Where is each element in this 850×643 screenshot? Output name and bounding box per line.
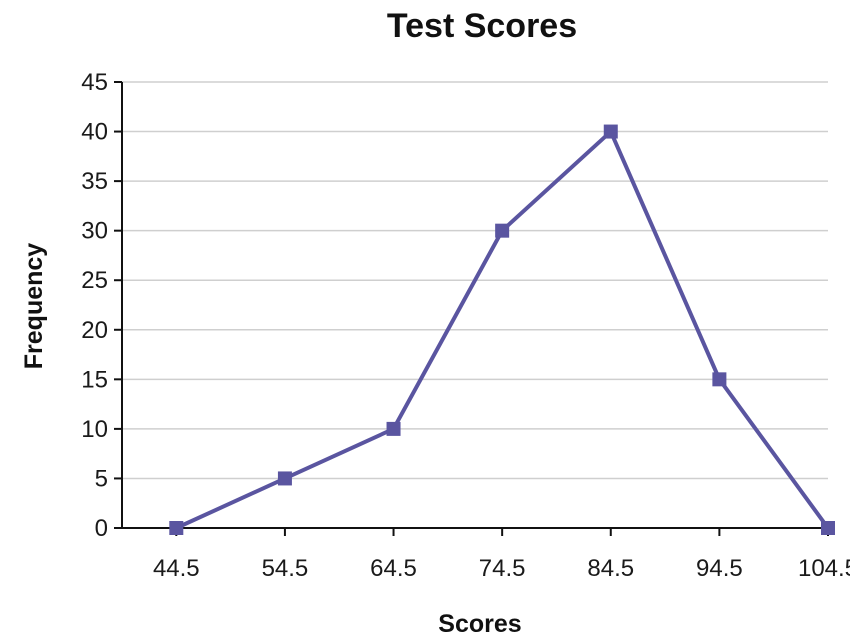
x-tick-label: 54.5	[262, 555, 309, 582]
x-axis-ticks: 44.5 54.5 64.5 74.5 84.5 94.5 104.5	[153, 528, 850, 582]
x-tick-label: 64.5	[370, 555, 417, 582]
y-tick-label: 10	[81, 416, 108, 443]
series-layer	[169, 124, 835, 535]
y-tick-label: 30	[81, 218, 108, 245]
data-point-marker	[603, 124, 618, 139]
x-tick-label: 44.5	[153, 555, 200, 582]
y-tick-label: 0	[95, 515, 108, 542]
data-point-marker	[712, 372, 727, 387]
y-tick-label: 25	[81, 267, 108, 294]
data-point-marker	[277, 471, 292, 486]
axes	[121, 82, 828, 529]
x-tick-label: 74.5	[479, 555, 526, 582]
data-point-marker	[495, 223, 510, 238]
y-tick-label: 20	[81, 317, 108, 344]
chart-title: Test Scores	[387, 7, 577, 45]
y-axis-ticks: 0 5 10 15 20 25 30 35 40 45	[81, 69, 122, 542]
data-point-marker	[386, 421, 401, 436]
y-tick-label: 35	[81, 168, 108, 195]
x-axis-title: Scores	[438, 610, 521, 638]
data-point-marker	[169, 521, 184, 535]
y-tick-label: 15	[81, 366, 108, 393]
data-point-marker	[821, 521, 835, 535]
x-tick-label: 104.5	[798, 555, 850, 582]
x-tick-label: 94.5	[696, 555, 743, 582]
y-tick-label: 40	[81, 119, 108, 146]
x-tick-label: 84.5	[587, 555, 634, 582]
y-axis-title: Frequency	[20, 243, 48, 370]
y-tick-label: 45	[81, 69, 108, 96]
y-tick-label: 5	[95, 465, 108, 492]
